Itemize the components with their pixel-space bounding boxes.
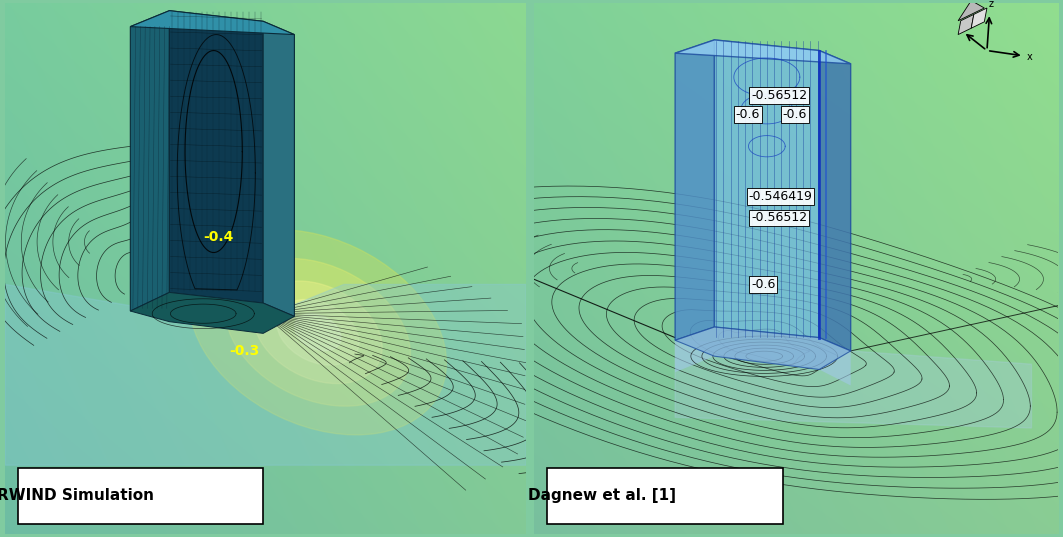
Polygon shape — [5, 285, 526, 465]
Polygon shape — [714, 40, 820, 338]
Text: -0.4: -0.4 — [203, 230, 234, 244]
Ellipse shape — [189, 230, 446, 435]
Ellipse shape — [276, 300, 359, 365]
Polygon shape — [675, 340, 1031, 428]
Polygon shape — [169, 11, 264, 303]
Text: RWIND Simulation: RWIND Simulation — [0, 488, 154, 503]
Polygon shape — [820, 50, 850, 351]
Ellipse shape — [225, 258, 410, 406]
Text: -0.6: -0.6 — [752, 278, 776, 291]
Polygon shape — [675, 327, 850, 369]
Polygon shape — [675, 40, 850, 64]
Text: -0.3: -0.3 — [230, 344, 259, 358]
Ellipse shape — [253, 281, 383, 383]
Polygon shape — [972, 8, 986, 28]
Polygon shape — [958, 1, 984, 21]
Polygon shape — [131, 11, 294, 34]
Text: -0.546419: -0.546419 — [748, 190, 812, 203]
Text: -0.6: -0.6 — [782, 108, 807, 121]
FancyBboxPatch shape — [546, 468, 782, 524]
Polygon shape — [264, 21, 294, 316]
Polygon shape — [675, 40, 714, 340]
Polygon shape — [131, 11, 169, 311]
Polygon shape — [958, 14, 974, 34]
Text: -0.6: -0.6 — [736, 108, 760, 121]
Text: Dagnew et al. [1]: Dagnew et al. [1] — [527, 488, 676, 503]
Polygon shape — [131, 293, 294, 333]
FancyBboxPatch shape — [18, 468, 264, 524]
Text: -0.56512: -0.56512 — [752, 89, 807, 102]
Text: z: z — [989, 0, 994, 9]
Text: -0.56512: -0.56512 — [752, 212, 807, 224]
Ellipse shape — [294, 314, 341, 351]
Text: x: x — [1026, 52, 1032, 62]
Polygon shape — [675, 327, 850, 386]
